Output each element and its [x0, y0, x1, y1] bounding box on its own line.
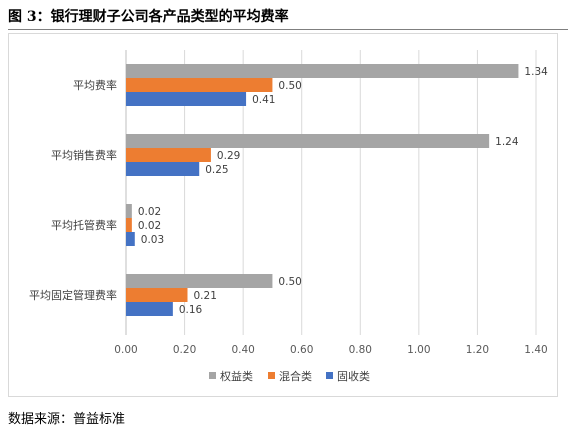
legend-swatch: [326, 372, 333, 379]
bar: [126, 218, 132, 232]
bar: [126, 148, 211, 162]
legend-label: 权益类: [220, 369, 253, 383]
page-title: 图 3：银行理财子公司各产品类型的平均费率: [8, 9, 289, 25]
legend-label: 固收类: [337, 369, 370, 383]
title-divider: [8, 29, 568, 30]
category-label: 平均费率: [73, 78, 117, 92]
data-label: 0.03: [141, 234, 164, 246]
data-label: 0.16: [179, 304, 203, 316]
x-tick-label: 1.20: [466, 344, 489, 356]
data-label: 1.34: [524, 66, 548, 78]
category-label: 平均固定管理费率: [29, 288, 117, 302]
x-tick-label: 0.20: [173, 344, 196, 356]
chart-frame: [8, 33, 558, 397]
category-label: 平均托管费率: [51, 218, 117, 232]
data-label: 0.25: [205, 164, 228, 176]
data-label: 0.21: [194, 290, 217, 302]
data-label: 0.50: [278, 276, 301, 288]
legend-swatch: [209, 372, 216, 379]
bar: [126, 162, 200, 176]
legend-swatch: [268, 372, 275, 379]
data-label: 1.24: [495, 136, 519, 148]
bar: [126, 134, 490, 148]
bar: [126, 302, 173, 316]
bar: [126, 274, 273, 288]
bar: [126, 288, 188, 302]
bar: [126, 64, 519, 78]
bar: [126, 232, 135, 246]
data-label: 0.02: [138, 220, 161, 232]
bar: [126, 78, 273, 92]
data-label: 0.50: [278, 80, 301, 92]
x-tick-label: 0.80: [349, 344, 372, 356]
bar: [126, 204, 132, 218]
bar: [126, 92, 247, 106]
x-tick-label: 0.40: [231, 344, 254, 356]
x-tick-label: 0.00: [114, 344, 137, 356]
x-tick-label: 1.00: [407, 344, 430, 356]
data-source: 数据来源：普益标准: [8, 412, 126, 427]
x-tick-label: 1.40: [524, 344, 547, 356]
data-label: 0.29: [217, 150, 240, 162]
data-label: 0.41: [252, 94, 275, 106]
data-label: 0.02: [138, 206, 161, 218]
legend-label: 混合类: [279, 369, 312, 383]
x-tick-label: 0.60: [290, 344, 313, 356]
category-label: 平均销售费率: [51, 148, 117, 162]
